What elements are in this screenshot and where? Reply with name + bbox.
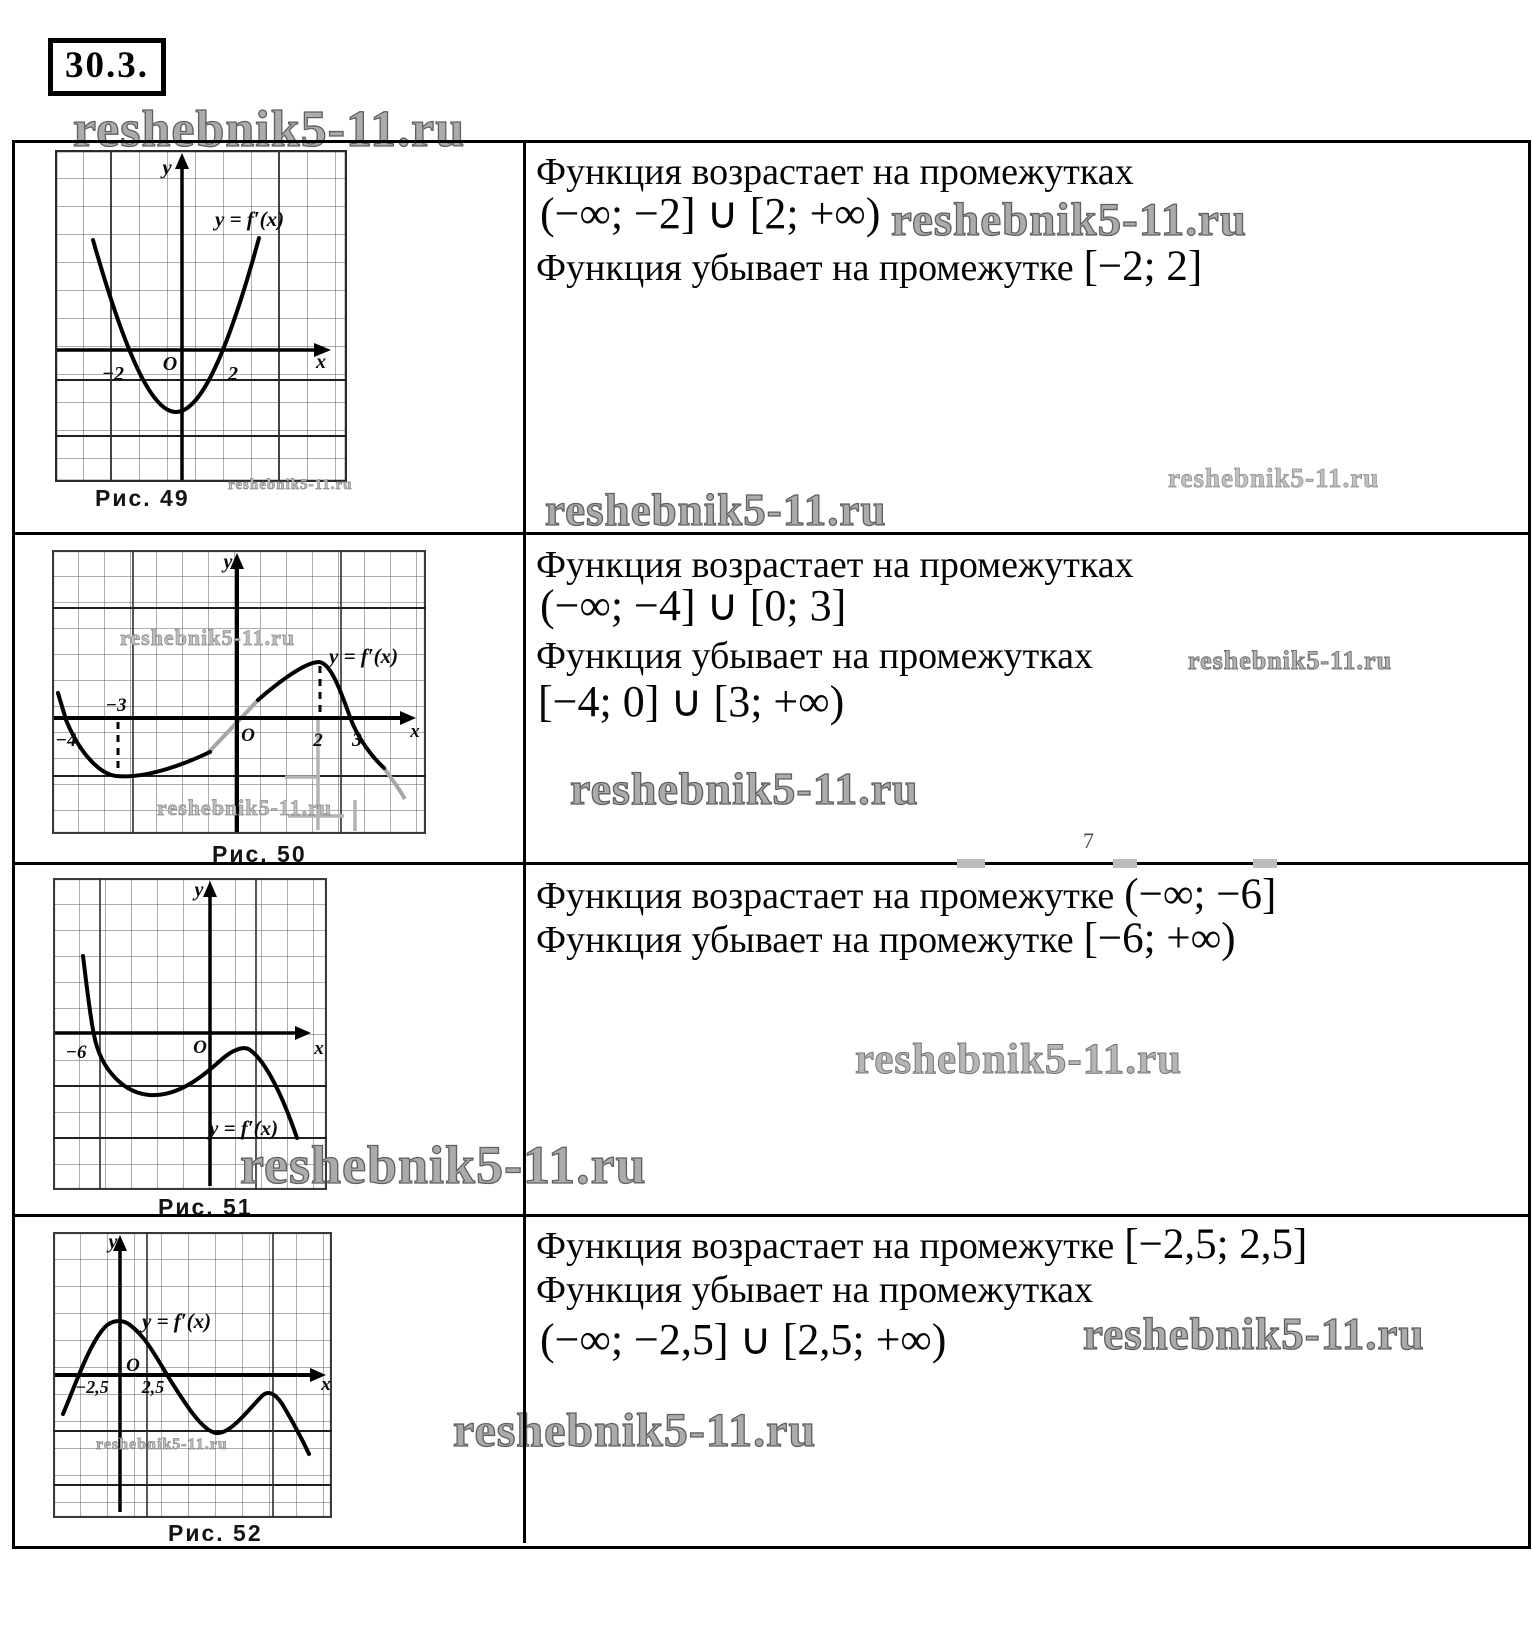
tick-minus3: −3 <box>105 695 126 716</box>
curve-label: y = f′(x) <box>326 644 398 668</box>
row-divider-3 <box>12 1214 1528 1217</box>
tick-minus4: −4 <box>55 730 76 751</box>
derivative-curve <box>256 659 386 770</box>
derivative-curve <box>81 954 299 1140</box>
watermark-row4-bottom: reshebnik5-11.ru <box>452 1403 817 1457</box>
derivative-curve <box>56 691 212 779</box>
row4-increase-line: Функция возрастает на промежутке [−2,5; 2… <box>536 1220 1307 1269</box>
row4-increase-interval: [−2,5; 2,5] <box>1124 1221 1308 1268</box>
row1-decrease-label: Функция убывает на промежутке <box>536 247 1074 289</box>
figure-49-caption: Рис. 49 <box>95 485 190 511</box>
origin-label: O <box>163 353 177 375</box>
watermark-row4-right: reshebnik5-11.ru <box>1082 1308 1425 1359</box>
row3-increase-interval: (−∞; −6] <box>1124 871 1277 918</box>
watermark-row3-big: reshebnik5-11.ru <box>239 1134 647 1195</box>
watermark-row1-inline: reshebnik5-11.ru <box>890 193 1247 246</box>
row1-increase-label: Функция возрастает на промежутках <box>536 151 1134 193</box>
row-divider-2 <box>12 862 1528 865</box>
problem-number-box: 30.3. <box>48 38 166 96</box>
row4-decrease-label: Функция убывает на промежутках <box>536 1269 1093 1311</box>
figure-52-graph: y x O −2,5 2,5 y = f′(x) <box>53 1232 332 1518</box>
y-axis-arrow-icon <box>113 1235 127 1251</box>
row1-increase-interval: (−∞; −2] ∪ [2; +∞) <box>540 189 881 238</box>
figure-51-graph: y x O −6 y = f′(x) <box>53 878 327 1190</box>
watermark-fig50-lower: reshebnik5-11.ru <box>157 795 333 821</box>
row2-decrease-label: Функция убывает на промежутках <box>536 635 1093 677</box>
watermark-row2-big: reshebnik5-11.ru <box>569 762 919 814</box>
border-gray-dash <box>957 859 985 868</box>
watermark-fig52: reshebnik5-11.ru <box>96 1436 228 1454</box>
row3-decrease-line: Функция убывает на промежутке [−6; +∞) <box>536 914 1236 963</box>
watermark-top: reshebnik5-11.ru <box>72 100 466 158</box>
x-axis-arrow-icon <box>295 1026 311 1040</box>
figure-49-graph: y x O −2 2 y = f′(x) <box>55 150 347 482</box>
border-gray-dash <box>1113 859 1137 868</box>
figure-50-graph: y x −3 −4 O 2 3 y = f′(x) <box>52 550 426 834</box>
row2-decrease-interval: [−4; 0] ∪ [3; +∞) <box>538 677 845 726</box>
origin-label: O <box>193 1037 207 1058</box>
row1-decrease-interval: [−2; 2] <box>1083 243 1203 290</box>
figure-52-caption: Рис. 52 <box>168 1520 263 1546</box>
x-axis-arrow-icon <box>314 343 331 357</box>
column-divider <box>523 140 526 1543</box>
tick-2-5: 2,5 <box>141 1377 165 1397</box>
row3-decrease-label: Функция убывает на промежутке <box>536 919 1074 961</box>
y-axis-label: y <box>159 155 172 179</box>
derivative-curve <box>91 236 261 415</box>
watermark-row1-right: reshebnik5-11.ru <box>1168 463 1380 494</box>
row2-increase-interval: (−∞; −4] ∪ [0; 3] <box>540 581 847 630</box>
tick-minus6: −6 <box>65 1042 87 1063</box>
row3-increase-label: Функция возрастает на промежутке <box>536 875 1115 917</box>
problem-number: 30.3. <box>65 45 149 86</box>
row1-decrease-line: Функция убывает на промежутке [−2; 2] <box>536 242 1202 291</box>
row3-increase-line: Функция возрастает на промежутке (−∞; −6] <box>536 870 1276 919</box>
x-axis-arrow-icon <box>400 711 416 725</box>
x-axis-arrow-icon <box>310 1368 326 1382</box>
grid <box>55 150 347 482</box>
y-axis-label: y <box>222 551 233 573</box>
watermark-row2-right: reshebnik5-11.ru <box>1187 646 1393 676</box>
y-axis-label: y <box>107 1232 118 1253</box>
tick-minus2: −2 <box>102 363 124 385</box>
watermark-row1-row2-border: reshebnik5-11.ru <box>544 484 887 535</box>
x-axis-label: x <box>313 1038 324 1059</box>
x-axis-label: x <box>315 351 326 373</box>
curve-label: y = f′(x) <box>212 207 284 231</box>
x-axis-label: x <box>409 721 420 742</box>
y-axis-arrow-icon <box>230 553 244 569</box>
y-axis-arrow-icon <box>175 153 189 169</box>
watermark-row3-center: reshebnik5-11.ru <box>854 1036 1183 1084</box>
row4-decrease-interval: (−∞; −2,5] ∪ [2,5; +∞) <box>540 1315 947 1364</box>
curve-label: y = f′(x) <box>206 1116 278 1140</box>
tick-2: 2 <box>227 363 238 385</box>
watermark-fig50-upper: reshebnik5-11.ru <box>120 625 296 651</box>
border-gray-dash <box>1253 859 1277 868</box>
x-axis-label: x <box>320 1374 331 1395</box>
derivative-curve <box>61 1319 311 1456</box>
tick-2: 2 <box>312 730 323 751</box>
tick-3: 3 <box>351 729 362 751</box>
y-axis-arrow-icon <box>203 881 217 897</box>
row2-increase-label: Функция возрастает на промежутках <box>536 544 1134 586</box>
origin-label: O <box>241 725 255 746</box>
row-divider-1 <box>12 532 1528 535</box>
watermark-fig49: reshebnik5-11.ru <box>228 477 353 494</box>
origin-label: O <box>126 1355 140 1376</box>
y-axis-label: y <box>193 879 204 901</box>
stray-glyph: 7 <box>1083 828 1094 853</box>
row3-decrease-interval: [−6; +∞) <box>1083 915 1236 962</box>
curve-label: y = f′(x) <box>139 1309 211 1333</box>
tick-minus2-5: −2,5 <box>75 1377 108 1397</box>
row4-increase-label: Функция возрастает на промежутке <box>536 1225 1115 1267</box>
